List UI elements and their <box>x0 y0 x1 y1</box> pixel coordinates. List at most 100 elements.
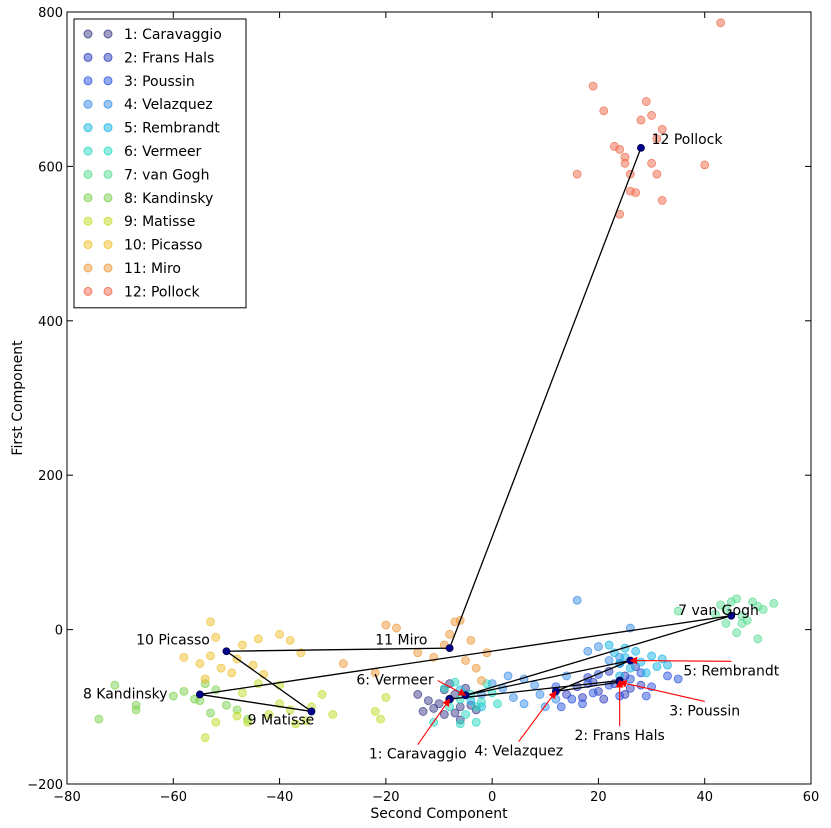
legend-marker <box>83 169 93 179</box>
scatter-point <box>381 693 391 702</box>
series-8 <box>94 679 253 724</box>
x-tick-label: −20 <box>372 790 399 805</box>
annotation-arrow <box>417 698 451 745</box>
scatter-point <box>572 169 582 179</box>
scatter-point <box>636 657 646 667</box>
scatter-point <box>753 634 763 644</box>
y-tick-label: 400 <box>38 315 63 330</box>
x-tick-label: −40 <box>266 790 293 805</box>
legend-marker <box>83 99 93 109</box>
annotation-label: 2: Frans Hals <box>575 728 665 744</box>
scatter-point <box>211 632 221 642</box>
annotation-label: 9 Matisse <box>248 713 315 729</box>
annotation-label: 8 Kandinsky <box>83 686 168 702</box>
scatter-point <box>657 124 667 134</box>
scatter-point <box>657 195 667 205</box>
scatter-point <box>392 623 401 633</box>
scatter-point <box>721 605 731 614</box>
scatter-point <box>94 714 104 724</box>
scatter-point <box>519 699 529 709</box>
scatter-point <box>439 710 449 719</box>
annotation-label: 10 Picasso <box>136 632 210 648</box>
scatter-point <box>285 636 295 645</box>
scatter-point <box>556 702 566 712</box>
scatter-point <box>625 663 635 673</box>
scatter-point <box>253 634 263 644</box>
legend-marker <box>103 193 113 203</box>
legend-label: 5: Rembrandt <box>124 121 220 137</box>
scatter-point <box>195 659 205 668</box>
scatter-point <box>647 158 656 168</box>
legend-marker <box>83 286 93 296</box>
scatter-point <box>381 620 391 630</box>
scatter-point <box>471 717 481 727</box>
legend-label: 12: Pollock <box>124 284 201 300</box>
scatter-point <box>530 680 540 690</box>
annotation-arrow <box>629 656 732 665</box>
x-tick-label: 0 <box>488 790 496 805</box>
y-tick-label: −200 <box>27 778 63 793</box>
scatter-point <box>647 111 656 120</box>
scatter-point <box>673 606 683 616</box>
x-axis-title: Second Component <box>370 806 508 822</box>
scatter-point <box>461 656 470 665</box>
scatter-point <box>413 648 423 658</box>
scatter-point <box>131 705 141 715</box>
scatter-point <box>429 703 439 713</box>
y-tick-label: 600 <box>38 160 63 175</box>
annotation-label: 12 Pollock <box>652 132 724 148</box>
x-tick-label: 20 <box>590 790 607 805</box>
scatter-point <box>110 680 120 690</box>
scatter-point <box>631 646 641 656</box>
scatter-point <box>721 619 731 628</box>
annotation-label: 6: Vermeer <box>356 673 434 689</box>
scatter-point <box>599 694 609 704</box>
scatter-point <box>578 699 587 709</box>
annotation-label: 11 Miro <box>375 632 427 648</box>
scatter-point <box>673 674 683 684</box>
centroid-marker <box>637 143 645 152</box>
scatter-point <box>264 710 274 719</box>
annotation-arrow <box>437 680 467 696</box>
scatter-point <box>200 733 210 743</box>
scatter-point <box>370 707 380 716</box>
series-6 <box>429 677 502 729</box>
legend-label: 10: Picasso <box>124 238 202 254</box>
x-tick-label: 40 <box>696 790 713 805</box>
scatter-point <box>477 697 486 707</box>
legend-label: 9: Matisse <box>124 214 195 230</box>
legend-label: 7: van Gogh <box>124 167 209 183</box>
legend-marker <box>103 29 113 39</box>
scatter-point <box>604 640 614 650</box>
legend-marker <box>103 263 113 273</box>
annotation-label: 1: Caravaggio <box>369 747 467 763</box>
series-9 <box>200 679 391 743</box>
legend-marker <box>103 99 113 109</box>
legend-label: 6: Vermeer <box>124 144 202 160</box>
scatter-point <box>413 690 423 699</box>
y-tick-label: 800 <box>38 6 63 21</box>
scatter-point <box>567 694 577 704</box>
scatter-point <box>599 106 609 116</box>
scatter-point <box>222 700 231 710</box>
scatter-point <box>663 660 672 670</box>
legend-marker <box>83 263 93 273</box>
scatter-point <box>737 619 747 628</box>
x-tick-label: 60 <box>803 790 820 805</box>
legend-marker <box>103 76 113 86</box>
scatter-point <box>328 710 338 719</box>
scatter-point <box>461 710 470 719</box>
scatter-point <box>647 651 656 661</box>
scatter-point <box>232 711 242 721</box>
legend: 1: Caravaggio 2: Frans Hals 3: Poussin 4: V… <box>73 18 247 309</box>
scatter-point <box>641 691 651 701</box>
scatter-point <box>551 694 561 704</box>
legend-marker <box>103 123 113 133</box>
scatter-point <box>206 708 215 718</box>
scatter-point <box>301 716 311 726</box>
scatter-point <box>248 660 258 670</box>
legend-marker <box>103 216 113 226</box>
centroid-marker <box>445 644 454 653</box>
scatter-point <box>237 640 247 650</box>
